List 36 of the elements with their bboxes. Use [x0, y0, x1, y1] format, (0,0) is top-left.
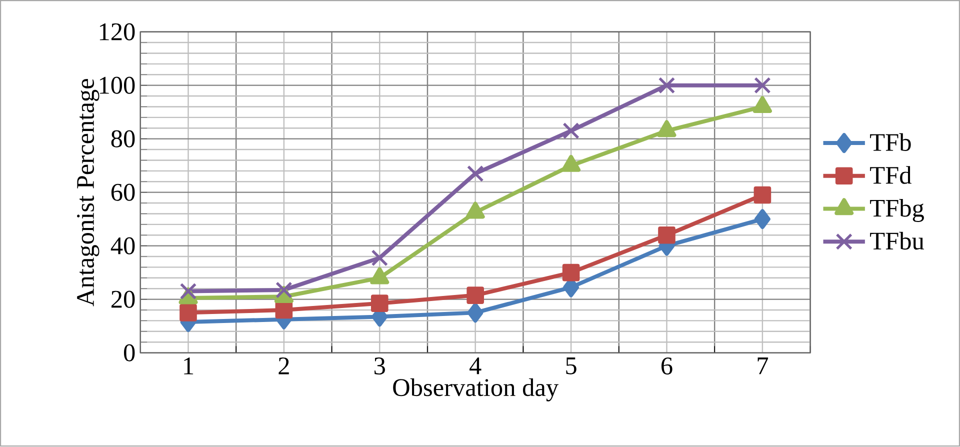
x-tick-label: 3	[374, 358, 385, 375]
legend-label: TFbu	[870, 232, 924, 250]
legend-label: TFbg	[870, 199, 924, 222]
point	[370, 294, 388, 312]
point	[466, 165, 484, 182]
point	[276, 282, 292, 299]
x-tick-label: 1	[184, 358, 194, 374]
y-tick-label: 60	[111, 184, 135, 202]
y-tick-label: 40	[110, 238, 135, 255]
point	[658, 77, 676, 94]
x-tick-label: 4	[470, 358, 482, 374]
y-axis-title: Antagonist Percentage	[77, 79, 100, 306]
point	[754, 209, 770, 230]
point	[467, 302, 484, 323]
y-tick-label: 0	[124, 344, 135, 362]
y-tick-label: 80	[111, 130, 135, 148]
point	[754, 77, 771, 94]
point	[180, 304, 197, 322]
point	[466, 286, 484, 304]
point	[275, 302, 293, 319]
y-tick-label: 120	[100, 24, 135, 41]
x-axis-title: Observation day	[393, 378, 558, 402]
point	[754, 186, 772, 204]
point	[371, 250, 388, 266]
x-tick-label: 7	[758, 358, 768, 374]
y-tick-label: 20	[111, 291, 135, 308]
y-tick-label: 100	[100, 77, 135, 94]
legend-label: TFb	[870, 133, 911, 152]
x-tick-label: 5	[566, 358, 576, 375]
point	[658, 226, 676, 244]
point	[180, 283, 197, 300]
point	[562, 264, 580, 282]
x-tick-label: 6	[662, 358, 672, 375]
point	[562, 122, 580, 140]
legend-label: TFd	[870, 166, 912, 184]
x-tick-label: 2	[278, 358, 289, 374]
